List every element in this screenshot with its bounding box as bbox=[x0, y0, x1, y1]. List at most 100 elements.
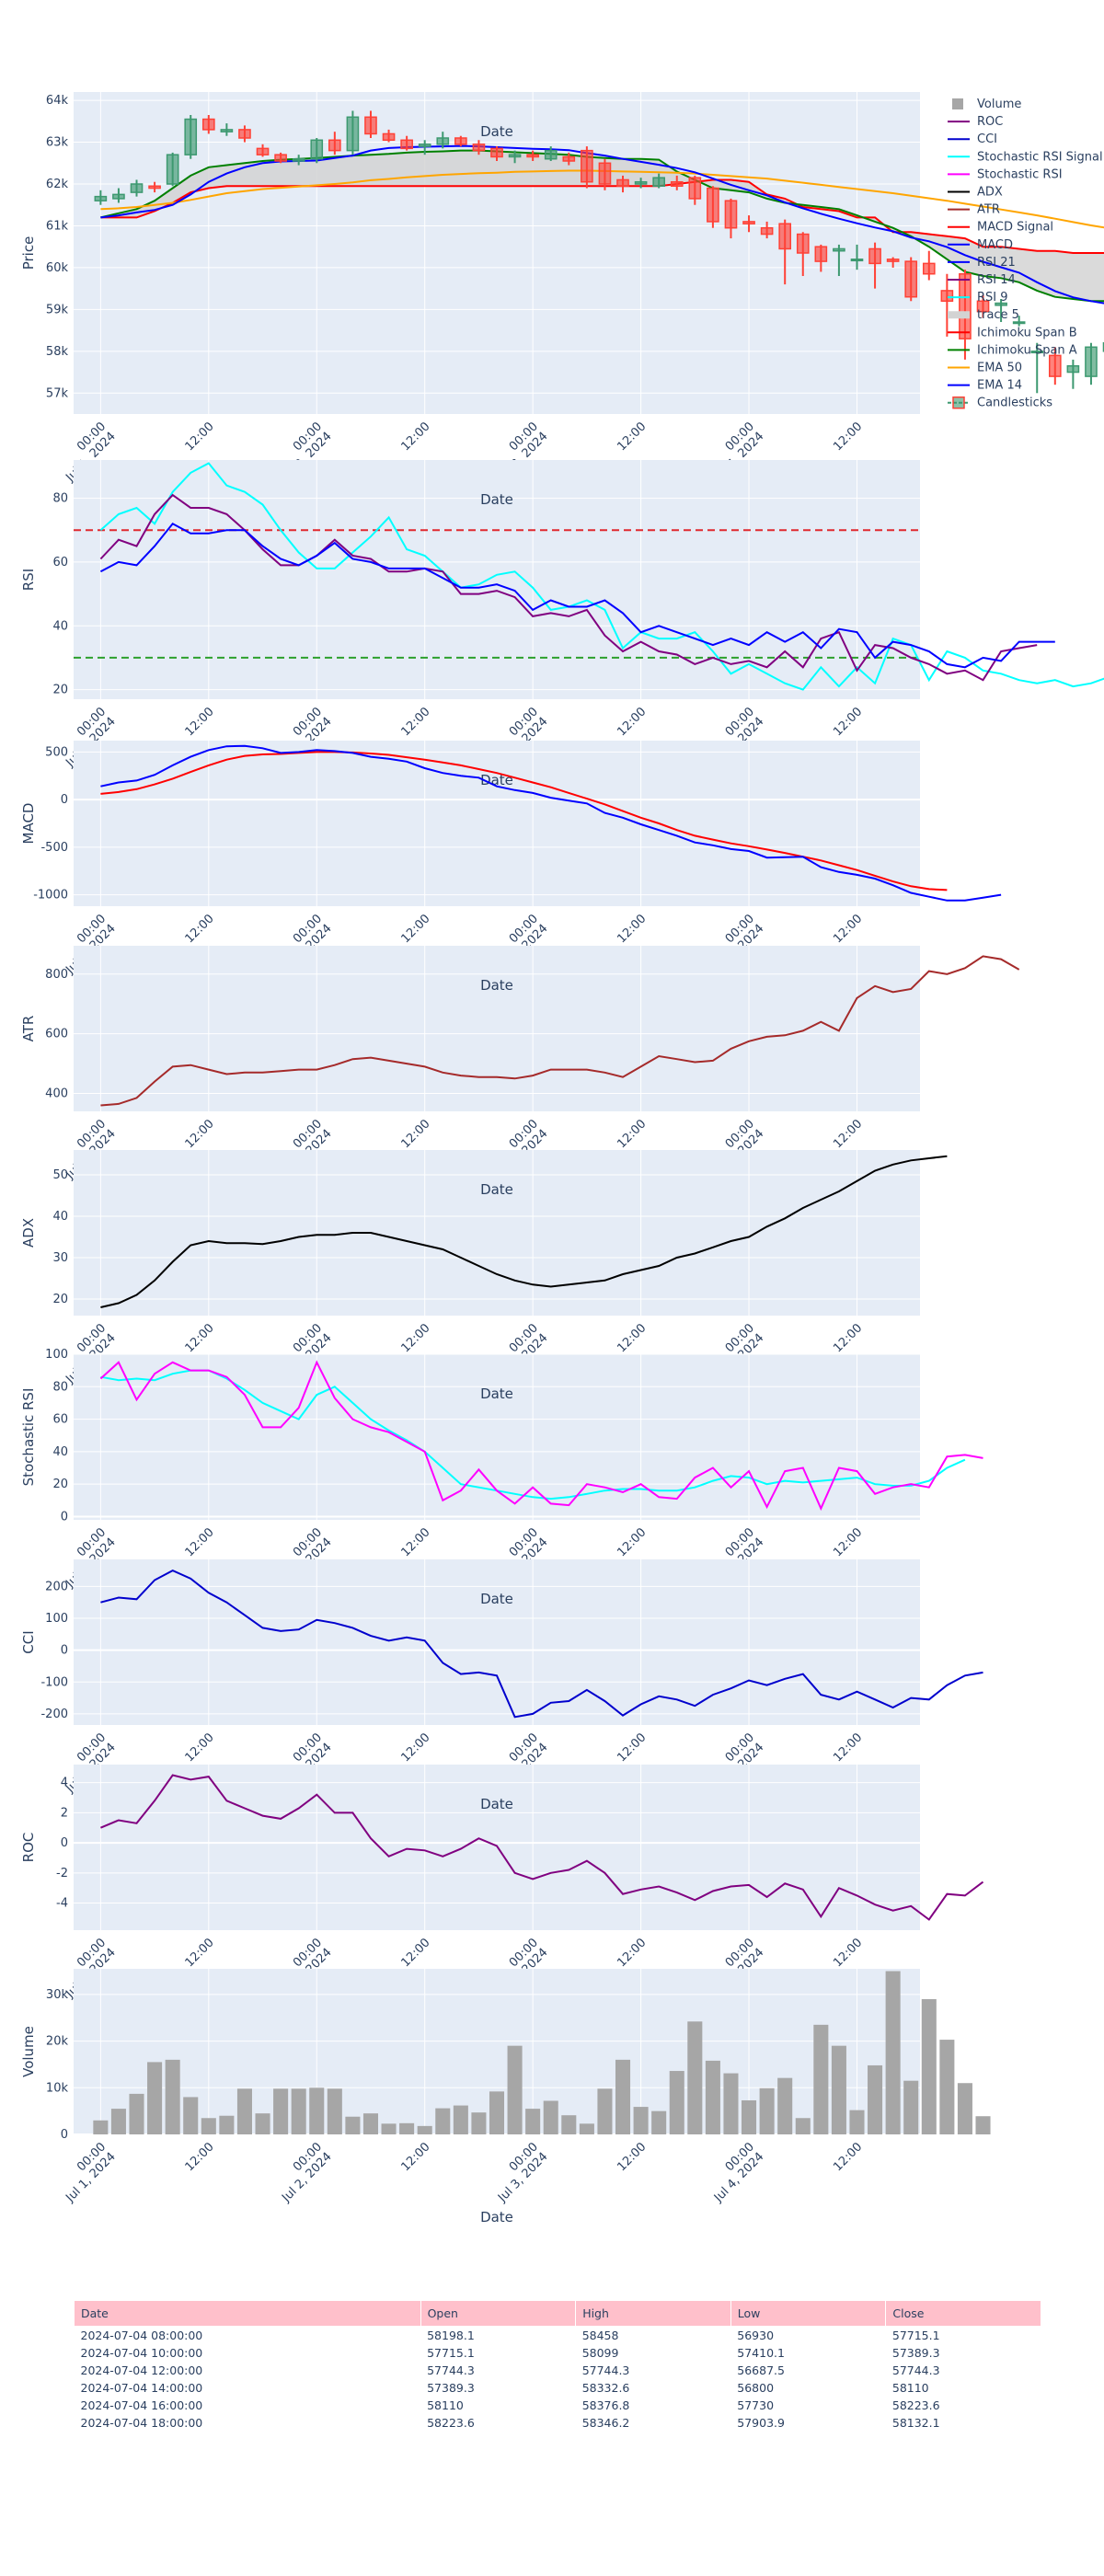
rsi-y-tick-label: 40 bbox=[52, 619, 68, 633]
candle-body bbox=[904, 260, 918, 298]
x-tick-line: 12:00 bbox=[183, 1936, 217, 1970]
x-tick-line: 12:00 bbox=[183, 420, 217, 454]
candle-body bbox=[940, 290, 954, 303]
table-cell: 2024-07-04 14:00:00 bbox=[80, 2381, 203, 2395]
table-cell: 58346.2 bbox=[581, 2416, 630, 2430]
stochastic-rsi-signal-line bbox=[100, 1369, 966, 1501]
date-axis-title: Date bbox=[480, 1386, 513, 1402]
volume-bar bbox=[579, 2123, 594, 2134]
ohlc-table: Date Open High Low Close 2024-07-04 08:00:00… bbox=[74, 2300, 1041, 2432]
table-cell: 2024-07-04 10:00:00 bbox=[80, 2346, 203, 2360]
x-tick-label: 00:00Jul 3, 2024 bbox=[486, 2140, 551, 2205]
x-tick-line: 12:00 bbox=[615, 1117, 649, 1151]
x-tick-label: 12:00 bbox=[615, 912, 649, 946]
candle-body bbox=[436, 137, 450, 145]
x-tick-label: 12:00 bbox=[831, 2140, 865, 2174]
date-axis-title: Date bbox=[480, 1796, 513, 1812]
table-cell: 57730 bbox=[737, 2398, 775, 2412]
volume-y-tick-label: 10k bbox=[46, 2081, 69, 2095]
legend-label: MACD Signal bbox=[977, 221, 1053, 235]
candle-body bbox=[454, 137, 467, 145]
volume-bar bbox=[309, 2087, 325, 2134]
macd-y-tick-label: -1000 bbox=[33, 889, 68, 903]
table-header-cell: High bbox=[575, 2300, 731, 2327]
table-cell: 2024-07-04 16:00:00 bbox=[80, 2398, 203, 2412]
volume-y-axis-title: Volume bbox=[20, 2026, 37, 2077]
x-tick-label: 12:00 bbox=[831, 1731, 865, 1765]
candle-body bbox=[274, 154, 287, 162]
volume-bar bbox=[327, 2088, 342, 2134]
volume-bar bbox=[921, 1998, 937, 2134]
adx-y-tick-label: 20 bbox=[52, 1293, 68, 1306]
x-tick-label: 12:00 bbox=[398, 1936, 432, 1970]
legend-label: CCI bbox=[977, 132, 997, 146]
volume-bar bbox=[165, 2059, 180, 2134]
macd-line bbox=[100, 744, 1002, 902]
volume-bar bbox=[705, 2060, 720, 2134]
rsi-plot-area bbox=[74, 460, 920, 699]
x-tick-line: 12:00 bbox=[615, 2140, 649, 2174]
rsi-y-axis-title: RSI bbox=[20, 569, 37, 591]
date-axis-title: Date bbox=[480, 977, 513, 994]
volume-bar bbox=[687, 2021, 703, 2134]
volume-bar bbox=[615, 2059, 631, 2134]
x-tick-line: 12:00 bbox=[615, 705, 649, 739]
table-cell: 57715.1 bbox=[891, 2329, 940, 2342]
legend-label: EMA 50 bbox=[977, 362, 1022, 375]
macd-y-tick-label: 0 bbox=[61, 793, 68, 807]
volume-bar bbox=[525, 2109, 541, 2134]
volume-bar bbox=[831, 2045, 846, 2134]
price-y-tick-label: 64k bbox=[46, 94, 69, 108]
macd-signal-line bbox=[100, 751, 948, 891]
candle-body bbox=[562, 155, 576, 162]
x-tick-label: 12:00 bbox=[183, 705, 217, 739]
rsi-21-line bbox=[99, 523, 1055, 669]
volume-bar bbox=[597, 2088, 613, 2134]
candle-body bbox=[508, 154, 522, 158]
volume-bar bbox=[669, 2071, 684, 2134]
candle-body bbox=[238, 129, 251, 139]
candle-body bbox=[1048, 354, 1062, 377]
candle-body bbox=[184, 118, 198, 155]
cci-y-tick-label: 100 bbox=[45, 1612, 68, 1626]
volume-bar bbox=[489, 2091, 505, 2134]
price-y-tick-label: 57k bbox=[46, 386, 69, 400]
volume-bar bbox=[651, 2110, 667, 2134]
volume-bar bbox=[453, 2105, 468, 2134]
candle-body bbox=[310, 139, 324, 160]
x-tick-label: 12:00 bbox=[183, 420, 217, 454]
volume-bar bbox=[471, 2112, 487, 2134]
x-tick-line: 12:00 bbox=[615, 1525, 649, 1559]
table-body: 2024-07-04 08:00:00 58198.1 58458 56930 5771… bbox=[75, 2327, 1041, 2432]
x-tick-label: 00:00Jul 1, 2024 bbox=[53, 2140, 119, 2205]
volume-y-tick-label: 0 bbox=[61, 2128, 68, 2142]
table-cell: 57389.3 bbox=[427, 2381, 475, 2395]
candle-body bbox=[346, 116, 360, 152]
table-cell: 58099 bbox=[581, 2346, 619, 2360]
macd-y-tick-label: 500 bbox=[45, 745, 68, 759]
roc-y-tick-label: 2 bbox=[61, 1806, 68, 1820]
volume-bar bbox=[435, 2108, 451, 2134]
candle-body bbox=[292, 157, 305, 162]
candle-body bbox=[94, 195, 108, 201]
cci-y-tick-label: -100 bbox=[40, 1675, 68, 1689]
macd-y-tick-label: -500 bbox=[40, 841, 68, 855]
volume-bar bbox=[417, 2125, 432, 2134]
stoch-plot-area bbox=[74, 1354, 920, 1520]
x-tick-line: 12:00 bbox=[831, 705, 865, 739]
x-tick-line: 12:00 bbox=[831, 1525, 865, 1559]
table-header-cell: Date bbox=[74, 2300, 421, 2327]
volume-bar bbox=[381, 2123, 397, 2134]
candle-body bbox=[814, 246, 828, 262]
x-tick-label: 12:00 bbox=[183, 1525, 217, 1559]
x-tick-label: 12:00 bbox=[831, 705, 865, 739]
indicator-chart-figure: 57k 58k 59k 60k 61k 62k 63k 64k Price Date 00:00Ju… bbox=[20, 92, 1104, 2225]
x-tick-line: 12:00 bbox=[615, 1731, 649, 1765]
price-plot-area bbox=[74, 92, 920, 414]
x-tick-label: 12:00 bbox=[183, 1936, 217, 1970]
price-y-tick-label: 59k bbox=[46, 303, 69, 316]
table-row: 2024-07-04 16:00:00 58110 58376.8 57730 5822… bbox=[75, 2397, 1041, 2414]
x-tick-label: 12:00 bbox=[183, 912, 217, 946]
